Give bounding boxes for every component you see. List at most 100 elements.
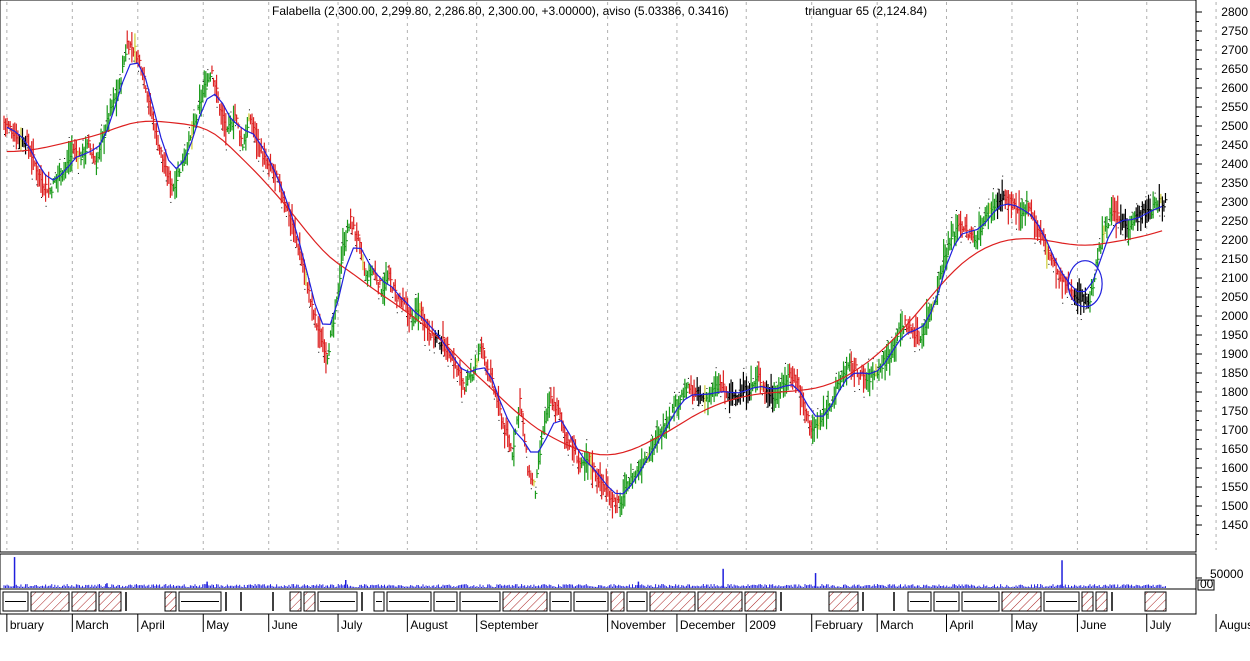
signal-dot — [101, 124, 103, 126]
signal-dot — [410, 321, 412, 323]
signal-dot — [942, 260, 944, 262]
signal-dot — [1020, 198, 1022, 200]
y-tick-label: 2050 — [1221, 290, 1248, 304]
signal-dot — [304, 288, 306, 290]
signal-dot — [563, 436, 565, 438]
signal-dot — [1025, 200, 1027, 202]
y-tick-label: 2400 — [1221, 157, 1248, 171]
pattern-hatched — [502, 591, 548, 612]
signal-dot — [36, 184, 38, 186]
signal-dot — [433, 352, 435, 354]
y-tick-label: 1650 — [1221, 442, 1248, 456]
signal-dot — [577, 467, 579, 469]
signal-dot — [831, 399, 833, 401]
signal-dot — [558, 418, 560, 420]
signal-dot — [623, 475, 625, 477]
signal-dot — [456, 380, 458, 382]
signal-dot — [711, 382, 713, 384]
signal-dot — [650, 434, 652, 436]
signal-dot — [697, 404, 699, 406]
pattern-hatched — [828, 591, 859, 612]
signal-dot — [443, 355, 445, 357]
signal-dot — [438, 343, 440, 345]
signal-dot — [493, 398, 495, 400]
signal-dot — [45, 205, 47, 207]
signal-dot — [960, 241, 962, 243]
signal-dot — [17, 148, 19, 150]
signal-dot — [332, 313, 334, 315]
fast-moving-average-line — [6, 62, 1163, 495]
signal-dot — [281, 207, 283, 209]
signal-dot — [946, 243, 948, 245]
x-tick-label: bruary — [10, 618, 44, 632]
signal-dot — [8, 132, 10, 134]
signal-dot — [253, 141, 255, 143]
signal-dot — [540, 436, 542, 438]
signal-dot — [789, 381, 791, 383]
signal-dot — [1154, 192, 1156, 194]
signal-dot — [1034, 242, 1036, 244]
signal-dot — [318, 351, 320, 353]
x-tick-label: July — [341, 618, 362, 632]
signal-dot — [535, 486, 537, 488]
x-tick-label: May — [1015, 618, 1038, 632]
signal-dot — [1131, 211, 1133, 213]
signal-dot — [521, 420, 523, 422]
signal-dot — [128, 58, 130, 60]
y-tick-label: 2100 — [1221, 271, 1248, 285]
signal-dot — [341, 242, 343, 244]
signal-dot — [808, 427, 810, 429]
signal-dot — [13, 145, 15, 147]
signal-dot — [110, 94, 112, 96]
signal-dot — [466, 372, 468, 374]
signal-dot — [613, 505, 615, 507]
pattern-hatched — [164, 591, 177, 612]
signal-dot — [105, 120, 107, 122]
signal-dot — [646, 452, 648, 454]
pattern-band — [0, 588, 1197, 615]
signal-dot — [470, 358, 472, 360]
signal-dot — [627, 477, 629, 479]
signal-dot — [1094, 269, 1096, 271]
signal-dot — [757, 361, 759, 363]
signal-dot — [928, 302, 930, 304]
signal-dot — [77, 172, 79, 174]
signal-dot — [170, 201, 172, 203]
y-tick-label: 1450 — [1221, 518, 1248, 532]
signal-dot — [54, 172, 56, 174]
signal-dot — [1029, 215, 1031, 217]
y-tick-label: 1950 — [1221, 328, 1248, 342]
pattern-hatched — [649, 591, 696, 612]
signal-dot — [877, 366, 879, 368]
signal-dot — [64, 157, 66, 159]
signal-dot — [743, 367, 745, 369]
signal-dot — [683, 383, 685, 385]
signal-dot — [530, 488, 532, 490]
pattern-hatched — [98, 591, 122, 612]
signal-dot — [895, 328, 897, 330]
signal-dot — [1080, 319, 1082, 321]
signal-dot — [327, 350, 329, 352]
signal-dot — [618, 507, 620, 509]
signal-dot — [322, 356, 324, 358]
signal-dot — [784, 362, 786, 364]
signal-dot — [406, 316, 408, 318]
signal-dot — [812, 410, 814, 412]
signal-dot — [766, 406, 768, 408]
signal-dot — [997, 188, 999, 190]
signal-dot — [396, 312, 398, 314]
signal-dot — [119, 74, 121, 76]
signal-dot — [706, 387, 708, 389]
signal-dot — [586, 439, 588, 441]
signal-dot — [932, 297, 934, 299]
signal-dot — [313, 323, 315, 325]
signal-dot — [798, 396, 800, 398]
signal-dot — [567, 454, 569, 456]
signal-dot — [775, 381, 777, 383]
y-tick-label: 2150 — [1221, 252, 1248, 266]
y-tick-label: 2600 — [1221, 81, 1248, 95]
x-tick-label: December — [680, 618, 735, 632]
signal-dot — [918, 349, 920, 351]
y-tick-label: 1850 — [1221, 366, 1248, 380]
